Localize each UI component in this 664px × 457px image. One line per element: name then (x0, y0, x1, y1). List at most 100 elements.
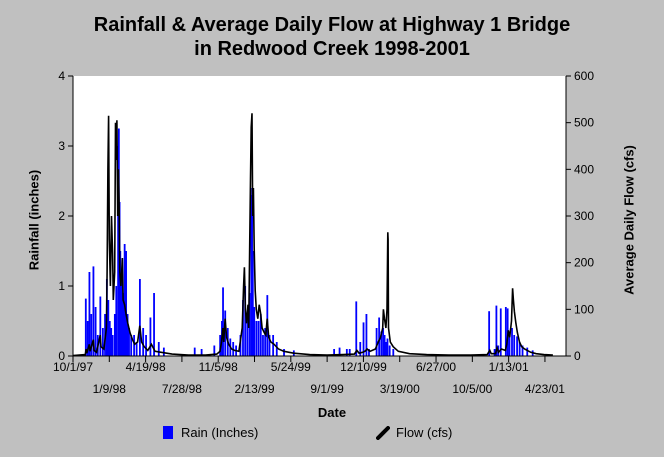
y-right-tick-label: 0 (574, 349, 581, 363)
rain-bar (149, 317, 152, 356)
rain-bar (213, 345, 216, 356)
x-tick-label-upper: 5/24/99 (271, 360, 311, 374)
rain-bar (130, 335, 133, 356)
rain-bar (264, 328, 267, 356)
rain-bar (262, 335, 264, 356)
y-right-tick-label: 100 (574, 302, 594, 316)
rain-bar (101, 328, 104, 356)
rain-bar (380, 331, 383, 356)
plot-area (73, 76, 566, 356)
rain-bar (110, 328, 113, 356)
rain-bar (119, 251, 122, 356)
x-tick-label-lower: 10/5/00 (452, 382, 492, 396)
rain-bar (348, 349, 351, 356)
rain-bar (162, 347, 165, 356)
x-tick-label-upper: 10/1/97 (53, 360, 93, 374)
x-tick-label-lower: 9/1/99 (310, 382, 344, 396)
x-tick-label-upper: 12/10/99 (340, 360, 387, 374)
x-tick-label-upper: 11/5/98 (199, 360, 238, 374)
y-left-tick-label: 2 (58, 209, 65, 223)
rain-bar (120, 272, 123, 356)
rain-bar (128, 328, 130, 356)
y-left-tick-label: 4 (58, 69, 65, 83)
rain-bar (268, 335, 271, 356)
flow-line (72, 113, 553, 357)
rain-bar (378, 317, 381, 356)
rain-bar (224, 310, 227, 356)
rain-bar (84, 298, 87, 356)
rain-bar (495, 305, 498, 356)
rain-bar (513, 335, 516, 356)
rain-bar (253, 307, 256, 356)
y-right-tick-label: 300 (574, 209, 594, 223)
rain-bar (365, 314, 368, 356)
rain-bar (518, 342, 521, 356)
rain-bar (142, 328, 145, 356)
rain-bar (368, 349, 370, 356)
x-tick-label-lower: 2/13/99 (234, 382, 274, 396)
rain-bar (99, 296, 102, 356)
x-tick-label-upper: 6/27/00 (416, 360, 456, 374)
rain-bar (493, 349, 496, 356)
rain-bar (157, 342, 160, 356)
rain-bar (193, 347, 196, 356)
rain-bar (504, 307, 507, 356)
rain-bar (382, 328, 385, 356)
rain-bar (126, 314, 129, 356)
rain-bar (115, 286, 118, 356)
legend-rain: Rain (Inches) (163, 425, 258, 443)
legend-rain-label: Rain (Inches) (181, 425, 259, 440)
rain-bar (526, 347, 529, 356)
rain-bar (355, 301, 358, 356)
rain-bar (88, 272, 91, 356)
rain-bar (90, 314, 93, 356)
rain-bar (153, 293, 155, 356)
y-left-tick-label: 0 (58, 349, 65, 363)
x-tick-label-lower: 4/23/01 (525, 382, 565, 396)
rain-bar (345, 349, 348, 356)
rain-bar (386, 338, 389, 356)
rain-bar (283, 349, 285, 356)
x-tick-label-lower: 3/19/00 (380, 382, 420, 396)
rain-bars (84, 128, 534, 356)
rain-bar (388, 345, 391, 356)
x-tick-label-upper: 1/13/01 (489, 360, 529, 374)
pen-icon (376, 426, 390, 440)
y-right-tick-label: 200 (574, 256, 594, 270)
rain-bar (122, 293, 125, 356)
rain-bar (516, 336, 518, 356)
rain-bar (94, 307, 97, 356)
rain-bar (359, 342, 362, 356)
rain-bar (488, 311, 491, 356)
y-right-tick-label: 400 (574, 162, 594, 176)
rain-bar (251, 251, 254, 356)
rain-bar (246, 314, 249, 356)
rain-bar (125, 251, 128, 356)
rain-bar (521, 345, 524, 356)
y-axis-left-label: Rainfall (inches) (26, 169, 42, 271)
rain-bar (362, 322, 365, 356)
rain-bar (123, 244, 126, 356)
rain-bar (113, 314, 116, 356)
rain-bar (107, 300, 110, 356)
rain-bar (108, 321, 111, 356)
rain-bar (244, 286, 247, 356)
legend-flow-label: Flow (cfs) (396, 425, 453, 440)
rain-bar (133, 335, 135, 356)
legend-flow: Flow (cfs) (376, 425, 452, 443)
rain-bar (86, 321, 89, 356)
rain-bar (272, 335, 275, 356)
rain-bar (383, 335, 386, 356)
y-left-tick-label: 3 (58, 139, 65, 153)
rain-bar (255, 321, 258, 356)
rain-bar (499, 308, 502, 356)
rain-bar (92, 266, 95, 356)
rain-bar (257, 321, 260, 356)
rain-bar (138, 279, 141, 356)
y-axis-right-label: Average Daily Flow (cfs) (621, 145, 637, 295)
rain-bar (333, 349, 336, 356)
chart-title-line-1: Rainfall & Average Daily Flow at Highway… (93, 14, 571, 36)
rain-bar (135, 342, 138, 356)
